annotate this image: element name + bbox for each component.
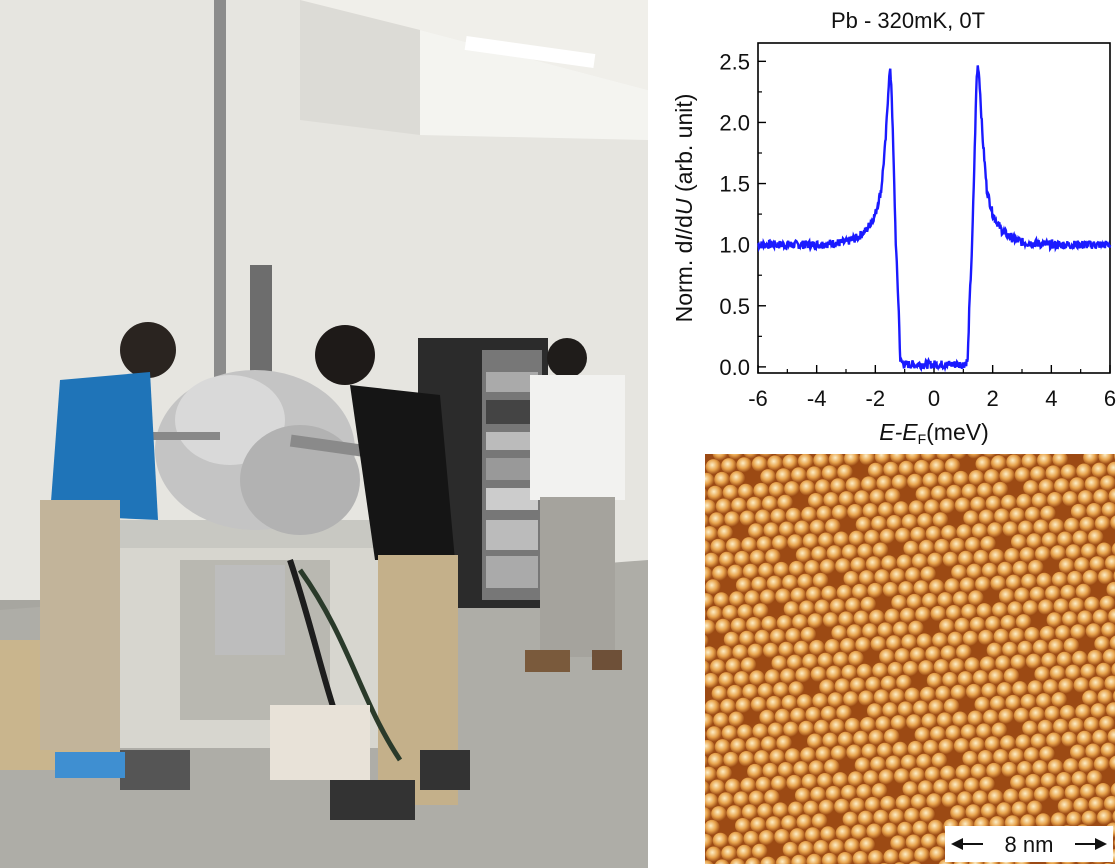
y-tick-label: 0.5	[719, 294, 750, 319]
y-axis-label-suffix: (arb. unit)	[671, 94, 697, 199]
lab-photo-illustration	[0, 0, 648, 868]
x-tick-label: 6	[1104, 386, 1116, 411]
stm-lattice-svg: 8 nm	[705, 454, 1115, 864]
x-axis-label-sub: F	[918, 431, 927, 447]
scale-bar: 8 nm	[945, 826, 1113, 862]
scale-bar-left-arrow	[951, 838, 963, 850]
y-tick-label: 1.5	[719, 172, 750, 197]
stm-topography-image: 8 nm	[705, 454, 1115, 864]
x-tick-label: 0	[928, 386, 940, 411]
x-axis-label: E-EF(meV)	[879, 419, 989, 447]
scale-bar-label: 8 nm	[1005, 832, 1054, 857]
plot-frame	[757, 42, 1111, 374]
y-ticks: 0.0 0.5 1.0 1.5 2.0 2.5	[719, 49, 766, 380]
y-tick-label: 2.5	[719, 49, 750, 74]
x-tick-label: -4	[807, 386, 827, 411]
x-tick-label: 4	[1045, 386, 1057, 411]
y-axis-label: Norm. dI/dU (arb. unit)	[671, 94, 697, 323]
lab-photo	[0, 0, 648, 868]
y-tick-label: 0.0	[719, 355, 750, 380]
spectrum-chart: Pb - 320mK, 0T -6 -4 -2 0 2 4 6 0.0 0.5 1.0 1.5 2.…	[650, 0, 1120, 450]
y-axis-label-i: I	[671, 234, 697, 241]
x-tick-label: -2	[866, 386, 886, 411]
x-axis-label-main: E-E	[879, 419, 918, 445]
spectrum-chart-svg: Pb - 320mK, 0T -6 -4 -2 0 2 4 6 0.0 0.5 1.0 1.5 2.…	[671, 8, 1116, 447]
x-tick-label: -6	[748, 386, 768, 411]
scale-bar-label-bg	[983, 830, 1075, 858]
y-axis-label-prefix: Norm. d	[671, 241, 697, 323]
chart-title: Pb - 320mK, 0T	[831, 8, 985, 33]
y-tick-label: 1.0	[719, 233, 750, 258]
dIdU-curve	[757, 65, 1112, 373]
x-tick-label: 2	[987, 386, 999, 411]
y-tick-label: 2.0	[719, 110, 750, 135]
x-axis-label-unit: (meV)	[926, 419, 989, 445]
x-ticks: -6 -4 -2 0 2 4 6	[748, 365, 1116, 411]
y-axis-label-mid: /d	[671, 215, 697, 234]
scale-bar-right-arrow	[1095, 838, 1107, 850]
y-axis-label-u: U	[671, 198, 697, 215]
